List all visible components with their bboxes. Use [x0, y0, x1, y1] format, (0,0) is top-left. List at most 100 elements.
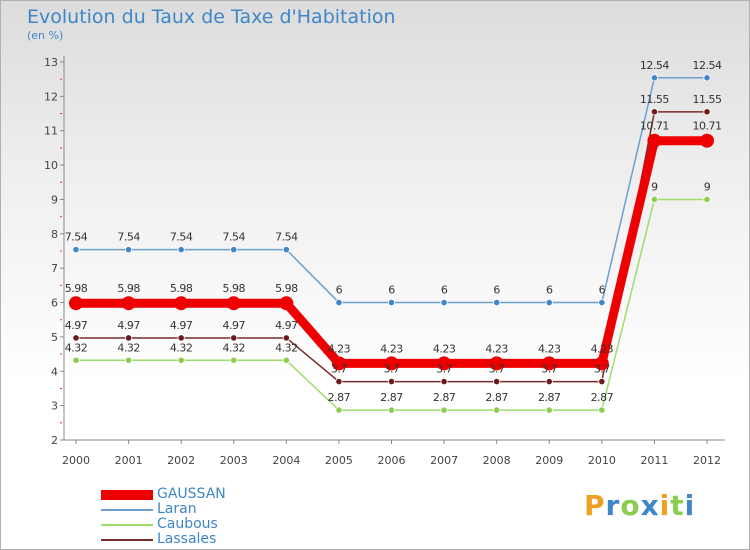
- x-tick-label: 2004: [272, 454, 300, 467]
- data-point: [437, 356, 452, 371]
- data-label: 7.54: [223, 231, 246, 244]
- data-label: 5.98: [117, 282, 140, 295]
- data-point: [594, 356, 609, 371]
- x-tick-label: 2005: [325, 454, 353, 467]
- data-point: [72, 356, 80, 364]
- legend-label: GAUSSAN: [157, 486, 226, 502]
- x-tick-label: 2001: [115, 454, 143, 467]
- logo-letter: t: [670, 489, 685, 522]
- data-point: [545, 377, 553, 386]
- y-tick-label: 13: [44, 56, 58, 69]
- legend-label: Lassales: [157, 531, 217, 547]
- data-label: 3.7: [489, 363, 505, 376]
- data-label: 12.54: [640, 59, 669, 72]
- data-label: 6: [599, 284, 606, 297]
- data-label: 11.55: [693, 93, 722, 106]
- series-caubous: [72, 195, 711, 414]
- logo-letter: o: [620, 489, 641, 522]
- data-label: 9: [651, 180, 658, 193]
- data-label: 4.97: [275, 319, 298, 332]
- data-label: 3.7: [331, 363, 347, 376]
- series-lassales: [72, 108, 711, 386]
- x-tick-label: 2003: [220, 454, 248, 467]
- data-point: [279, 296, 294, 311]
- data-point: [598, 377, 606, 386]
- data-label: 11.55: [640, 93, 669, 106]
- data-label: 4.32: [223, 341, 246, 354]
- x-tick-label: 2006: [378, 454, 406, 467]
- data-point: [387, 298, 396, 307]
- data-point: [282, 356, 290, 364]
- logo-letter: P: [584, 489, 606, 522]
- data-label: 5.98: [275, 282, 298, 295]
- legend-swatch: [101, 524, 153, 526]
- x-tick-label: 2000: [62, 454, 90, 467]
- legend-label: Caubous: [157, 516, 218, 532]
- data-point: [282, 246, 290, 254]
- data-label: 3.7: [436, 363, 452, 376]
- data-point: [387, 377, 396, 386]
- x-tick-label: 2012: [693, 454, 721, 467]
- data-label: 3.7: [384, 363, 400, 376]
- chart-title: Evolution du Taux de Taxe d'Habitation: [27, 6, 396, 28]
- data-label: 5.98: [65, 282, 88, 295]
- data-label: 2.87: [485, 391, 508, 404]
- data-point: [282, 334, 290, 342]
- x-tick-label: 2007: [430, 454, 458, 467]
- data-label: 2.87: [328, 391, 351, 404]
- data-point: [177, 356, 185, 364]
- data-label: 7.54: [170, 231, 193, 244]
- legend-label: Laran: [157, 501, 197, 517]
- data-point: [121, 296, 136, 311]
- data-point: [493, 406, 501, 414]
- data-point: [489, 356, 504, 371]
- logo-letter: r: [605, 489, 621, 522]
- data-label: 4.97: [65, 319, 88, 332]
- data-label: 4.97: [117, 319, 140, 332]
- data-label: 4.23: [380, 342, 403, 355]
- data-label: 7.54: [117, 231, 140, 244]
- y-tick-label: 3: [51, 400, 58, 413]
- data-point: [703, 108, 711, 116]
- data-label: 4.32: [275, 341, 298, 354]
- data-point: [542, 356, 557, 371]
- data-label: 4.97: [170, 319, 193, 332]
- data-label: 10.71: [640, 120, 669, 133]
- data-label: 12.54: [693, 59, 722, 72]
- y-tick-label: 11: [44, 125, 58, 138]
- data-point: [69, 296, 83, 311]
- y-tick-label: 5: [51, 331, 58, 344]
- data-point: [72, 246, 80, 254]
- data-label: 4.23: [328, 342, 351, 355]
- proxiti-logo: Proxiti: [584, 489, 695, 522]
- data-label: 5.98: [223, 282, 246, 295]
- series-layer: [69, 74, 714, 414]
- data-point: [335, 298, 343, 307]
- series-line: [75, 77, 708, 304]
- data-point: [700, 133, 714, 148]
- data-label: 6: [493, 284, 500, 297]
- y-tick-label: 12: [44, 90, 58, 103]
- x-tick-label: 2011: [640, 454, 668, 467]
- data-point: [545, 406, 553, 414]
- series-laran: [72, 74, 711, 307]
- data-label: 4.23: [538, 342, 561, 355]
- data-point: [226, 296, 241, 311]
- data-label: 4.23: [433, 342, 456, 355]
- data-label: 6: [441, 284, 448, 297]
- data-point: [331, 356, 346, 371]
- data-label: 5.98: [170, 282, 193, 295]
- data-point: [703, 195, 711, 204]
- data-label: 7.54: [275, 231, 298, 244]
- data-labels: 7.54 7.54 7.54 7.54 7.54 6 6 6 6 6 6 12.54 12.54 4.97…: [65, 59, 723, 404]
- data-label: 4.97: [223, 319, 246, 332]
- data-label: 2.87: [380, 391, 403, 404]
- data-label: 4.32: [65, 341, 88, 354]
- y-tick-label: 4: [51, 365, 58, 378]
- data-point: [230, 356, 238, 364]
- data-point: [335, 406, 343, 414]
- legend-swatch: [101, 509, 153, 511]
- y-tick-label: 6: [51, 297, 58, 310]
- legend-swatch: [101, 490, 153, 500]
